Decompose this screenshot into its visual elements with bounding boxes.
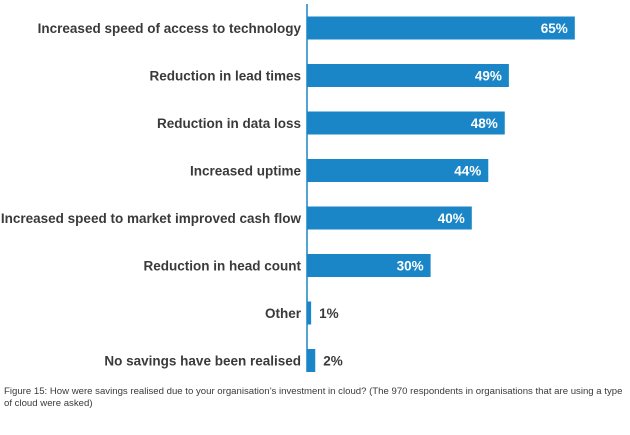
bar (307, 159, 489, 182)
bar (307, 349, 316, 372)
category-label: Reduction in head count (144, 259, 302, 274)
category-labels-layer: Increased speed of access to technology R… (1, 21, 302, 369)
value-label: 40% (438, 211, 465, 226)
bar (307, 16, 575, 40)
bar (307, 254, 431, 277)
bar (307, 111, 505, 135)
category-label: Reduction in data loss (157, 116, 301, 131)
bar-chart: Increased speed of access to technology R… (1, 4, 575, 372)
value-label: 48% (471, 116, 498, 131)
bars-layer (307, 16, 575, 372)
value-label: 49% (475, 69, 502, 84)
figure-caption: Figure 15: How were savings realised due… (4, 386, 623, 409)
category-label: Other (265, 306, 302, 321)
value-label: 30% (397, 259, 424, 274)
category-label: Increased uptime (190, 164, 302, 179)
bar (307, 301, 312, 325)
bar (307, 206, 472, 230)
bar (307, 64, 509, 87)
category-label: Increased speed of access to technology (38, 21, 302, 36)
value-label: 2% (323, 354, 343, 369)
category-label: Reduction in lead times (149, 69, 301, 84)
value-label: 1% (319, 306, 339, 321)
category-label: No savings have been realised (104, 354, 301, 369)
category-label: Increased speed to market improved cash … (1, 211, 302, 226)
value-label: 44% (454, 164, 481, 179)
value-label: 65% (541, 21, 568, 36)
value-labels-layer: 65% 49% 48% 44% 40% 30% 1% 2% (319, 21, 568, 369)
